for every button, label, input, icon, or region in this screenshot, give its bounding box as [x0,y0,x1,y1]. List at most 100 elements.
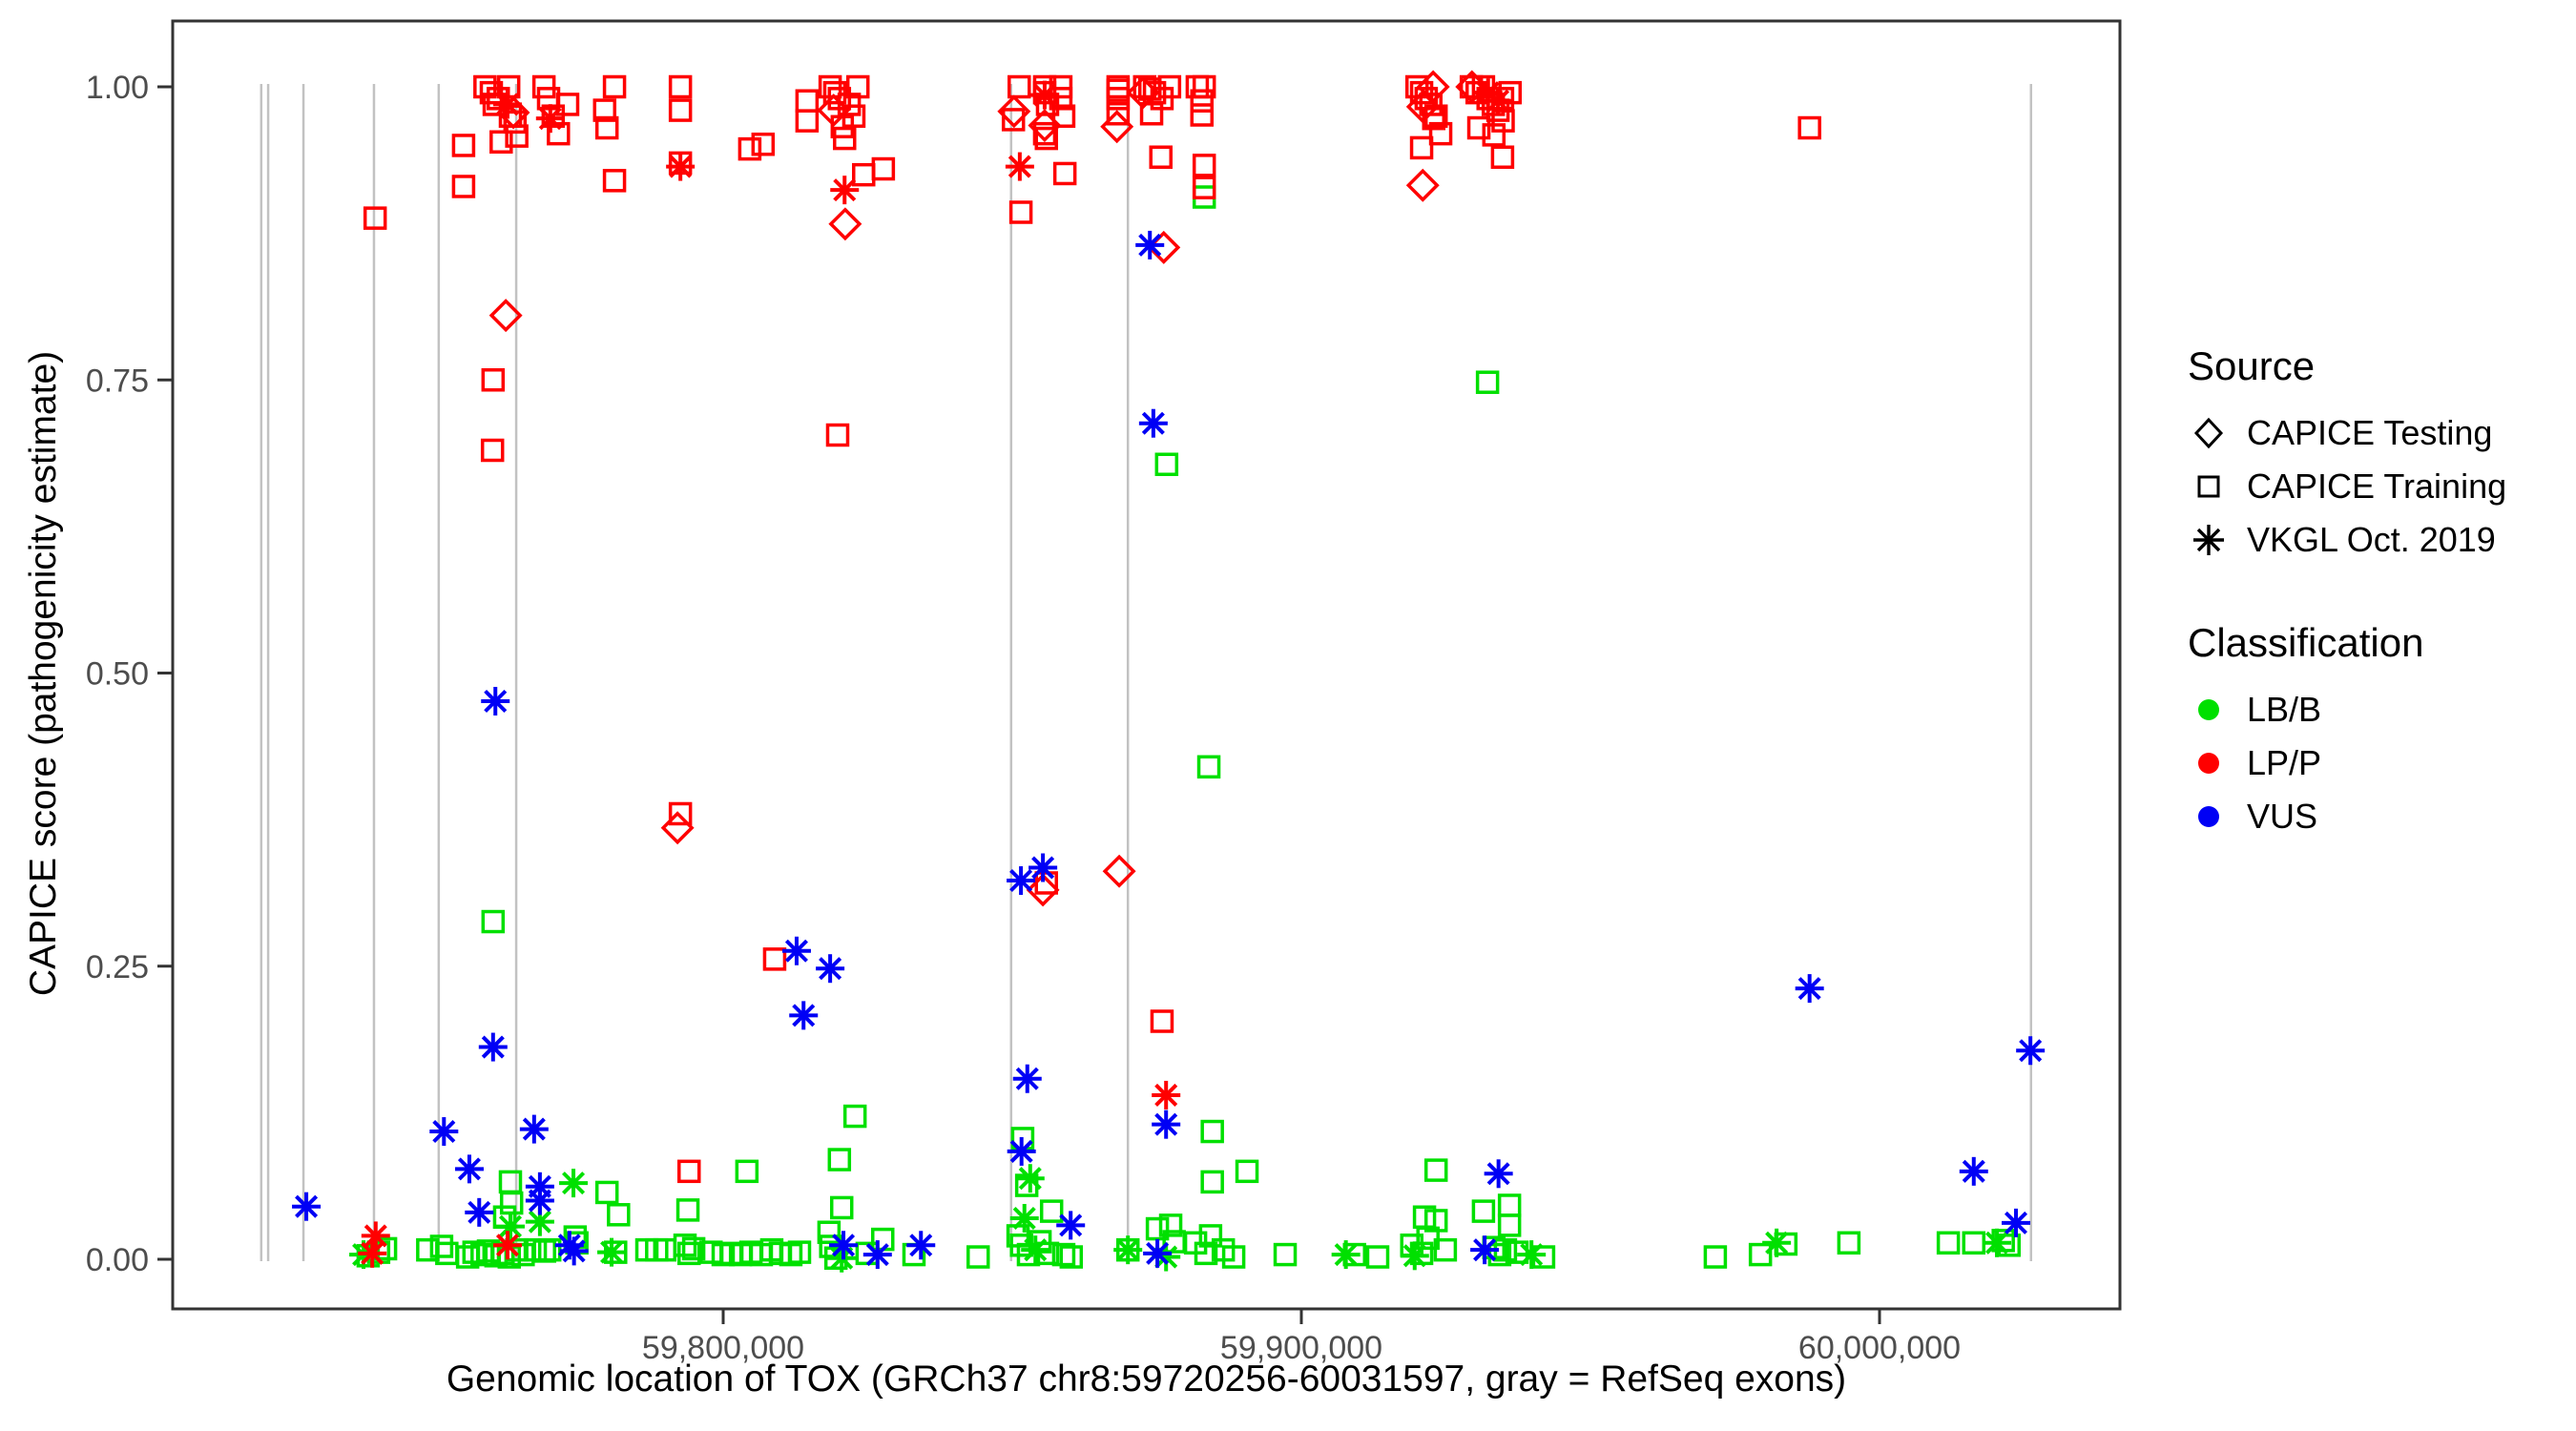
asterisk-stroke [1797,977,1821,1001]
asterisk-stroke [1962,1159,1985,1183]
data-point-square [1008,200,1033,224]
asterisk-stroke [562,1172,586,1195]
asterisk-stroke [1009,869,1033,893]
data-point-square [1150,1009,1174,1033]
asterisk-stroke [538,107,562,131]
data-point-square [681,1236,706,1261]
data-point-asterisk [1012,1064,1042,1093]
data-point-square [505,124,529,148]
data-point-square [479,80,504,105]
asterisk-stroke [1486,1162,1510,1186]
data-point-square [676,1159,701,1184]
data-point-asterisk [525,1186,554,1215]
asterisk-stroke [1146,1241,1170,1265]
y-tick-label: 0.50 [86,656,149,693]
data-point-square [795,89,820,113]
data-point-square [607,1203,631,1227]
data-point-square [481,368,506,392]
data-point-square [1051,104,1076,128]
data-point-asterisk [1331,1240,1361,1270]
data-point-square [541,104,566,128]
data-point-asterisk [481,686,510,716]
data-point-asterisk [1056,1211,1086,1240]
data-point-asterisk [1143,1238,1173,1268]
data-point-square [1748,1242,1773,1267]
data-point-square [489,130,513,155]
data-point-square [1145,1216,1170,1241]
asterisk-stroke [484,689,508,714]
asterisk-stroke [1008,155,1031,178]
data-point-square [827,1148,852,1172]
data-point-asterisk [1005,152,1034,181]
legend-item-label: LP/P [2247,743,2322,782]
asterisk-stroke [1334,1243,1358,1267]
data-point-diamond [817,93,851,128]
data-point-square [668,801,693,826]
asterisk-stroke [909,1234,933,1257]
legend-item-vkgl: VKGL Oct. 2019 [2188,513,2569,567]
asterisk-stroke [1059,1213,1083,1237]
data-point-square [1196,755,1221,779]
legend-item-vus: VUS [2188,790,2569,843]
data-point-asterisk [1007,866,1036,896]
data-point-square [1416,1226,1440,1251]
data-point-square [481,909,506,934]
data-point-square [676,1241,701,1266]
x-tick-label: 59,900,000 [1220,1330,1382,1366]
asterisk-stroke [1138,233,1162,257]
y-tick-label: 1.00 [86,70,149,106]
legend-gap [2188,567,2569,620]
data-point-square [1962,1231,1986,1255]
data-point-square [1198,1224,1223,1248]
data-point-square [829,1195,854,1220]
asterisk-stroke [295,1194,319,1218]
blue-dot-icon [2188,796,2247,838]
asterisk-stroke [1116,1238,1140,1262]
data-point-square [737,136,762,161]
data-point-square [429,1234,454,1258]
asterisk-stroke [669,155,693,178]
data-point-square [1797,115,1821,140]
data-point-asterisk [789,1001,819,1030]
data-point-square [1192,176,1216,199]
legend-item-label: CAPICE Training [2247,467,2507,506]
data-point-diamond [1455,70,1489,104]
data-point-square [1365,1245,1390,1269]
asterisk-stroke [2004,1211,2028,1234]
data-point-diamond [1126,75,1160,110]
asterisk-stroke [522,1117,546,1141]
data-point-square [1497,1193,1522,1217]
data-point-square [1039,1199,1064,1223]
data-point-square [822,80,847,105]
legend-item-capice-testing: CAPICE Testing [2188,406,2569,460]
asterisk-stroke [528,1189,551,1213]
data-point-square [795,109,820,133]
data-point-diamond [1405,90,1440,124]
data-point-square [1273,1242,1298,1267]
asterisk-stroke [1486,89,1510,113]
data-point-square [735,1159,759,1184]
data-point-square [1200,1119,1224,1144]
asterisk-stroke [865,1243,889,1267]
asterisk-stroke [1154,1112,1178,1136]
legend: Source CAPICE Testing CAPICE Training [2188,343,2569,843]
diamond-icon [2188,412,2247,454]
asterisk-stroke [784,939,808,963]
data-point-square [462,1240,487,1264]
data-point-square [363,206,387,230]
asterisk-stroke [1018,1167,1042,1191]
data-point-square [751,132,776,156]
asterisk-stroke [361,1241,384,1265]
data-point-square [966,1245,990,1269]
data-point-square [1014,1173,1039,1197]
data-point-square [787,1240,812,1264]
data-point-square [555,93,580,116]
data-point-square [762,947,787,971]
data-point-asterisk [559,1169,589,1198]
data-point-asterisk [535,104,565,134]
data-point-square [1194,1241,1218,1266]
data-point-square [1052,161,1077,186]
square-icon [2188,466,2247,508]
